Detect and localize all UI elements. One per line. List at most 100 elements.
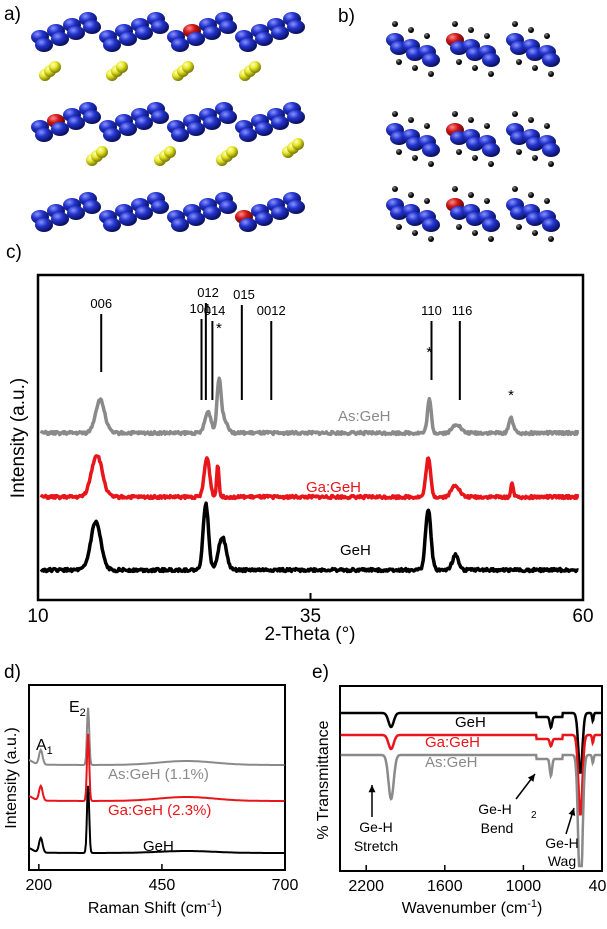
struct-b-h-atom	[412, 65, 418, 71]
ftir-arrow-head	[527, 774, 535, 782]
raman-label-ga: Ga:GeH (2.3%)	[108, 802, 211, 819]
raman-peak-e2: E2	[69, 699, 86, 719]
ftir-xlabel-sup: -1	[527, 898, 537, 910]
panel-label-b: b)	[338, 6, 355, 27]
xrd-series-as-geh	[39, 376, 580, 437]
struct-a-ge-atom	[255, 32, 273, 46]
xrd-asterisk: *	[508, 387, 514, 404]
ftir-annot-wag-2: Wag	[548, 853, 576, 869]
struct-a-ge-atom	[239, 38, 257, 52]
ftir-annot-bend-sub: 2	[531, 810, 537, 821]
struct-a-ge-atom	[103, 218, 121, 232]
struct-b-h-atom	[548, 71, 554, 77]
struct-a-intercalant-atom	[49, 61, 61, 73]
ftir-x-tick-label: 1600	[427, 878, 463, 895]
struct-a-ge-atom	[271, 206, 289, 220]
struct-b-h-atom	[428, 236, 434, 242]
struct-b-h-atom	[532, 155, 538, 161]
struct-a-ge-atom	[83, 110, 101, 124]
struct-a-ge-atom	[35, 128, 53, 142]
struct-a-intercalant-atom	[249, 61, 261, 73]
raman-chart: 200 450 700 A1 E2 As:GeH (1.1%) Ga:GeH (2.…	[3, 684, 298, 917]
ftir-chart: 2200 1600 1000 400 GeH Ga:GeH As:GeH Ge-H S…	[315, 685, 607, 917]
struct-b-h-atom	[456, 224, 462, 230]
struct-a-ge-atom	[255, 122, 273, 136]
struct-a-ge-atom	[171, 38, 189, 52]
struct-b-h-atom	[472, 65, 478, 71]
ftir-annot-wag-1: Ge-H	[545, 835, 578, 851]
raman-peak-a1-sub: 1	[47, 745, 53, 757]
struct-a-ge-atom	[171, 128, 189, 142]
ftir-annot-bend-word: Bend	[481, 820, 514, 836]
raman-x-tick-label: 200	[25, 877, 52, 894]
struct-b-ge-atom	[422, 143, 440, 157]
struct-a-ge-atom	[271, 26, 289, 40]
panel-label-c: c)	[6, 242, 22, 263]
struct-b-h-atom	[512, 21, 518, 27]
struct-a-ge-atom	[67, 26, 85, 40]
struct-a-ge-atom	[255, 212, 273, 226]
struct-b-h-atom	[468, 27, 474, 33]
struct-b-h-atom	[488, 236, 494, 242]
xrd-series-label-geh: GeH	[340, 542, 371, 559]
raman-label-as: As:GeH (1.1%)	[108, 766, 209, 783]
struct-a-ge-atom	[119, 122, 137, 136]
struct-b-ge-atom	[422, 53, 440, 67]
raman-series-0	[28, 707, 285, 766]
struct-b-h-atom	[516, 224, 522, 230]
struct-a-ge-atom	[171, 218, 189, 232]
raman-peak-e2-sub: 2	[80, 707, 86, 719]
struct-a-ge-atom	[67, 206, 85, 220]
ftir-ticks: 2200 1600 1000 400	[348, 865, 607, 895]
xrd-reflection-label: 014	[204, 303, 226, 318]
xrd-series-geh	[39, 501, 580, 574]
struct-a-intercalant-atom	[96, 146, 108, 158]
struct-b-h-atom	[456, 59, 462, 65]
struct-b-h-atom	[392, 186, 398, 192]
struct-a-ge-atom	[51, 32, 69, 46]
struct-a-ge-atom	[51, 122, 69, 136]
struct-b-h-atom	[428, 71, 434, 77]
struct-a-ge-atom	[219, 20, 237, 34]
struct-a-intercalant-atom	[182, 61, 194, 73]
xrd-series-label-ga: Ga:GeH	[306, 479, 361, 496]
ftir-frame	[339, 685, 603, 872]
struct-a-ge-atom	[151, 20, 169, 34]
struct-b-h-atom	[484, 33, 490, 39]
struct-b-h-atom	[392, 111, 398, 117]
struct-b-h-atom	[468, 192, 474, 198]
raman-x-tick-label: 450	[149, 877, 176, 894]
struct-a-ge-atom	[51, 212, 69, 226]
struct-a-ge-atom	[119, 212, 137, 226]
xrd-series-label-as: As:GeH	[338, 408, 391, 425]
struct-a-ge-atom	[219, 110, 237, 124]
struct-b-h-atom	[396, 59, 402, 65]
struct-a-ge-atom	[135, 26, 153, 40]
ftir-arrows	[368, 773, 576, 835]
struct-a-ge-atom	[203, 206, 221, 220]
xrd-reflection-label: 015	[233, 287, 255, 302]
struct-a-ge-atom	[287, 110, 305, 124]
raman-peak-a1-main: A	[36, 737, 47, 754]
xrd-frame	[36, 273, 585, 602]
ftir-annot-stretch-1: Ge-H	[359, 819, 392, 835]
struct-a-ge-atom	[83, 20, 101, 34]
ftir-xlabel-close: )	[537, 900, 542, 917]
struct-a-ge-atom	[103, 128, 121, 142]
crystal-structure-b	[386, 21, 560, 242]
ftir-series-1	[340, 733, 602, 816]
xrd-asterisk: *	[216, 320, 222, 337]
struct-b-h-atom	[484, 198, 490, 204]
struct-a-ge-atom	[35, 38, 53, 52]
struct-b-ge-atom	[542, 218, 560, 232]
struct-b-h-atom	[544, 33, 550, 39]
raman-peak-a1: A1	[36, 737, 53, 757]
struct-b-ge-atom	[482, 143, 500, 157]
struct-b-ge-atom	[422, 218, 440, 232]
raman-ticks: 200 450 700	[25, 864, 298, 894]
raman-series-2	[28, 785, 285, 854]
struct-a-intercalant-atom	[164, 146, 176, 158]
struct-a-ge-atom	[83, 200, 101, 214]
xrd-asterisks: * * *	[216, 320, 514, 404]
